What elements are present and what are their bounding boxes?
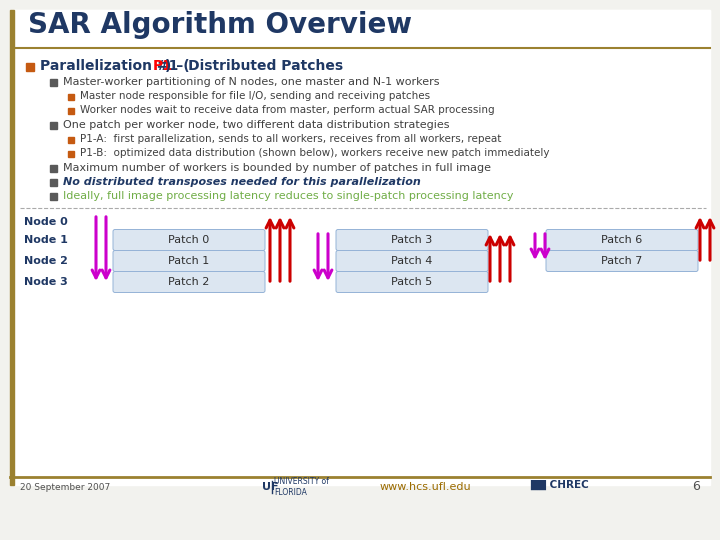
FancyBboxPatch shape <box>336 230 488 251</box>
Bar <box>68 93 74 99</box>
Text: P1: P1 <box>153 59 172 73</box>
Text: Worker nodes wait to receive data from master, perform actual SAR processing: Worker nodes wait to receive data from m… <box>80 105 495 115</box>
FancyBboxPatch shape <box>113 251 265 272</box>
Text: Master-worker partitioning of N nodes, one master and N-1 workers: Master-worker partitioning of N nodes, o… <box>63 77 439 87</box>
Text: Patch 3: Patch 3 <box>392 235 433 245</box>
Bar <box>68 151 74 157</box>
Text: Master node responsible for file I/O, sending and receiving patches: Master node responsible for file I/O, se… <box>80 91 430 101</box>
Text: Patch 1: Patch 1 <box>168 256 210 266</box>
Text: No distributed transposes needed for this parallelization: No distributed transposes needed for thi… <box>63 177 420 187</box>
Text: 20 September 2007: 20 September 2007 <box>20 483 110 491</box>
Text: Patch 7: Patch 7 <box>601 256 643 266</box>
Bar <box>50 193 57 200</box>
Bar <box>50 79 57 86</box>
Text: Maximum number of workers is bounded by number of patches in full image: Maximum number of workers is bounded by … <box>63 163 491 173</box>
Text: P1-B:  optimized data distribution (shown below), workers receive new patch imme: P1-B: optimized data distribution (shown… <box>80 148 549 158</box>
Bar <box>10 10 710 485</box>
Text: SAR Algorithm Overview: SAR Algorithm Overview <box>28 11 412 39</box>
Bar <box>50 179 57 186</box>
Text: Node 2: Node 2 <box>24 256 68 266</box>
Bar <box>50 122 57 129</box>
Text: UF: UF <box>262 482 279 492</box>
Text: One patch per worker node, two different data distribution strategies: One patch per worker node, two different… <box>63 120 449 130</box>
Text: Patch 4: Patch 4 <box>391 256 433 266</box>
Text: Patch 5: Patch 5 <box>392 277 433 287</box>
FancyBboxPatch shape <box>336 251 488 272</box>
FancyBboxPatch shape <box>336 272 488 293</box>
Text: 6: 6 <box>692 481 700 494</box>
Text: www.hcs.ufl.edu: www.hcs.ufl.edu <box>380 482 472 492</box>
Bar <box>68 137 74 143</box>
Bar <box>10 10 14 485</box>
Text: Node 3: Node 3 <box>24 277 68 287</box>
Bar <box>50 165 57 172</box>
Text: Node 0: Node 0 <box>24 217 68 227</box>
Text: Patch 0: Patch 0 <box>168 235 210 245</box>
Text: Ideally, full image processing latency reduces to single-patch processing latenc: Ideally, full image processing latency r… <box>63 191 513 201</box>
Bar <box>26 63 34 71</box>
Text: Node 1: Node 1 <box>24 235 68 245</box>
Text: ) – Distributed Patches: ) – Distributed Patches <box>166 59 343 73</box>
Text: Parallelization #1 (: Parallelization #1 ( <box>40 59 189 73</box>
Text: ██ CHREC: ██ CHREC <box>530 480 589 490</box>
FancyBboxPatch shape <box>113 230 265 251</box>
FancyBboxPatch shape <box>546 251 698 272</box>
Text: Patch 2: Patch 2 <box>168 277 210 287</box>
Text: P1-A:  first parallelization, sends to all workers, receives from all workers, r: P1-A: first parallelization, sends to al… <box>80 134 501 144</box>
Bar <box>14 10 710 50</box>
Bar <box>68 107 74 113</box>
FancyBboxPatch shape <box>546 230 698 251</box>
Text: Patch 6: Patch 6 <box>601 235 643 245</box>
Text: UNIVERSITY of
FLORIDA: UNIVERSITY of FLORIDA <box>274 477 329 497</box>
FancyBboxPatch shape <box>113 272 265 293</box>
